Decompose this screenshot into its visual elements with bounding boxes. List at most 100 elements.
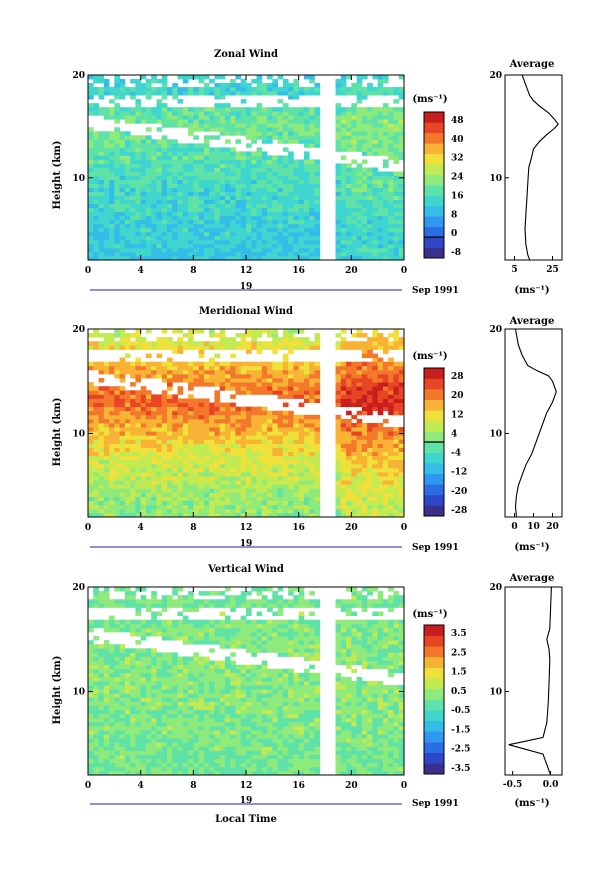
heatmap-cell [235,439,242,444]
heatmap-cell [356,386,363,391]
heatmap-cell [235,227,242,233]
heatmap-cell [103,427,110,432]
heatmap-cell [203,167,210,172]
heatmap-cell [203,406,210,412]
heatmap-cell [272,341,278,346]
heatmap-cell [88,111,94,116]
heatmap-cell [140,504,147,510]
heatmap-cell [161,492,168,497]
heatmap-cell [145,369,152,375]
heatmap-cell [98,171,105,176]
heatmap-cell [177,99,184,104]
heatmap-cell [240,199,247,205]
heatmap-cell [388,111,394,116]
heatmap-cell [177,207,184,213]
heatmap-cell [93,636,99,641]
heatmap-cell [198,203,205,209]
heatmap-cell [98,163,105,168]
heatmap-cell [314,484,321,489]
heatmap-cell [298,195,305,201]
heatmap-cell [88,171,94,176]
heatmap-cell [103,341,110,346]
heatmap-cell [124,207,131,213]
heatmap-cell [114,652,120,657]
heatmap-cell [272,155,278,160]
heatmap-cell [351,167,357,172]
heatmap-cell [114,443,120,448]
heatmap-cell [114,599,120,604]
heatmap-cell [103,721,110,727]
heatmap-cell [198,361,205,367]
heatmap-cell [130,660,136,666]
heatmap-cell [224,211,231,217]
heatmap-cell [267,463,273,469]
heatmap-cell [377,251,384,257]
heatmap-cell [151,159,157,164]
heatmap-cell [219,406,226,412]
heatmap-cell [356,107,363,112]
heatmap-cell [256,361,263,367]
heatmap-cell [293,203,300,209]
heatmap-cell [140,341,147,346]
heatmap-cell [382,500,389,506]
heatmap-cell [109,701,115,706]
heatmap-cell [103,203,110,209]
heatmap-cell [398,439,405,444]
heatmap-cell [377,191,384,197]
heatmap-cell [288,423,294,428]
heatmap-cell [382,163,389,168]
heatmap-cell [298,394,305,399]
heatmap-cell [314,223,321,229]
heatmap-cell [382,235,389,241]
heatmap-cell [367,135,373,140]
heatmap-cell [103,746,110,751]
heatmap-cell [193,159,199,164]
heatmap-cell [156,207,163,213]
heatmap-cell [119,87,126,92]
heatmap-cell [251,191,257,197]
heatmap-cell [135,143,142,148]
heatmap-cell [188,435,194,440]
heatmap-cell [103,648,110,653]
heatmap-cell [119,219,126,225]
heatmap-cell [235,207,242,213]
heatmap-cell [367,459,373,465]
heatmap-cell [382,111,389,116]
heatmap-cell [198,235,205,241]
heatmap-cell [130,656,136,661]
heatmap-cell [261,431,268,436]
heatmap-cell [298,492,305,497]
heatmap-cell [130,115,136,120]
heatmap-cell [267,418,273,424]
heatmap-cell [235,171,242,176]
heatmap-cell [251,243,257,249]
heatmap-cell [377,500,384,506]
heatmap-cell [140,337,147,342]
heatmap-cell [124,623,131,629]
heatmap-cell [340,75,347,80]
heatmap-cell [388,239,394,245]
heatmap-cell [272,329,278,334]
heatmap-cell [177,349,184,354]
heatmap-cell [298,455,305,461]
heatmap-cell [114,345,120,350]
heatmap-cell [282,163,289,168]
heatmap-cell [314,179,321,184]
heatmap-cell [214,219,221,225]
heatmap-cell [188,211,194,217]
heatmap-cell [240,496,247,502]
heatmap-cell [214,115,221,120]
heatmap-cell [145,243,152,249]
heatmap-cell [288,451,294,457]
heatmap-cell [293,251,300,257]
heatmap-cell [135,414,142,420]
heatmap-cell [182,91,189,96]
heatmap-cell [282,167,289,172]
heatmap-cell [188,373,194,379]
heatmap-cell [309,472,315,477]
heatmap-cell [135,750,142,755]
heatmap-cell [256,451,263,457]
heatmap-cell [288,333,294,338]
heatmap-cell [145,219,152,225]
heatmap-cell [351,171,357,176]
